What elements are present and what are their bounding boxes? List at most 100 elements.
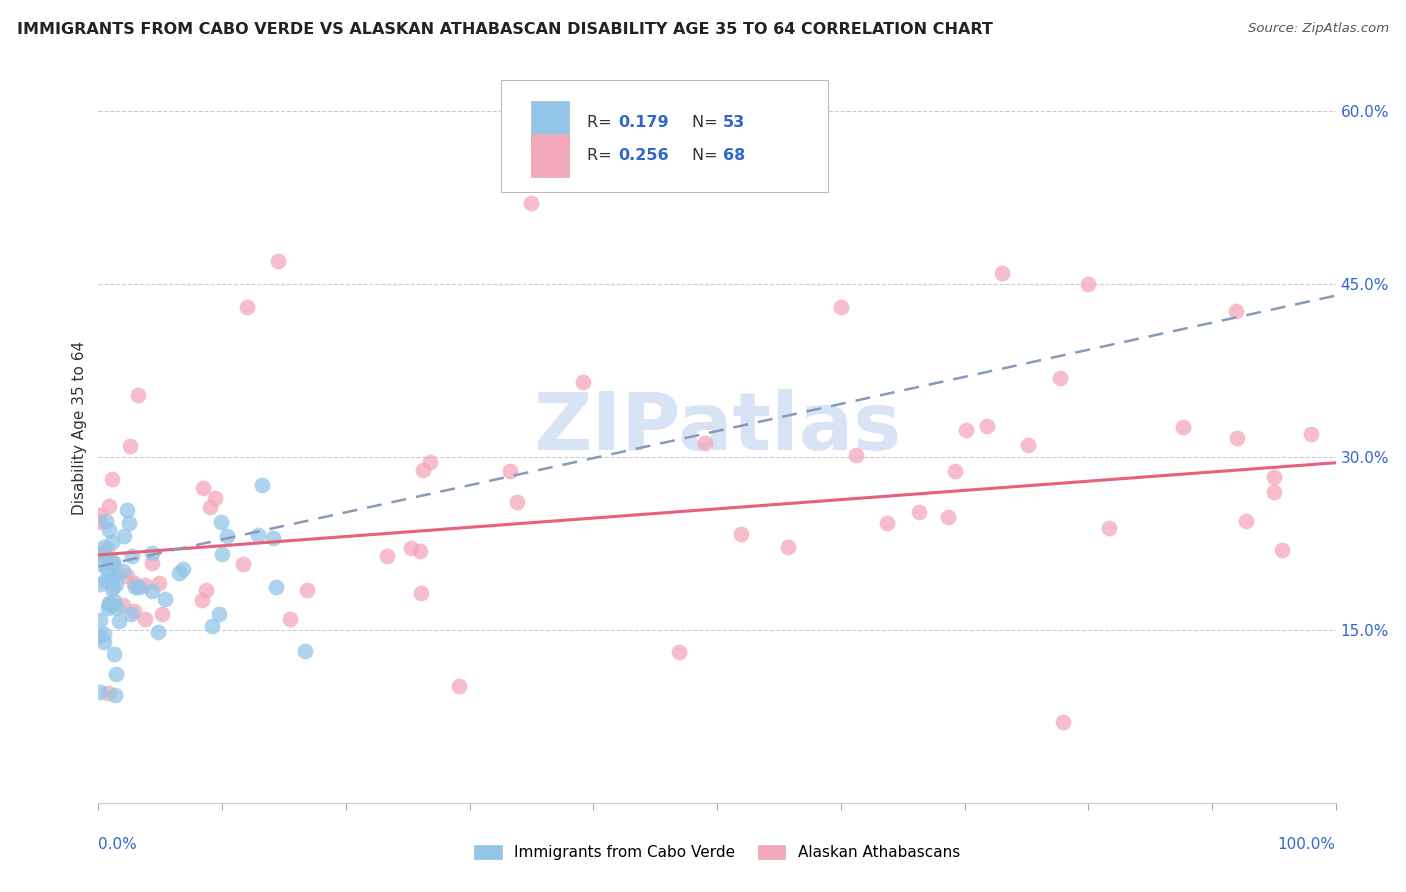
Point <box>153 592 176 607</box>
Point <box>104 576 127 591</box>
Point <box>90 557 112 571</box>
Point <box>167 566 190 581</box>
Point <box>103 647 125 661</box>
Point <box>112 529 135 543</box>
Point <box>447 679 470 693</box>
Point <box>1049 371 1071 385</box>
Point <box>124 581 146 595</box>
FancyBboxPatch shape <box>531 101 568 145</box>
Point <box>94 549 117 563</box>
Text: IMMIGRANTS FROM CABO VERDE VS ALASKAN ATHABASCAN DISABILITY AGE 35 TO 64 CORRELA: IMMIGRANTS FROM CABO VERDE VS ALASKAN AT… <box>17 22 993 37</box>
Point <box>101 582 124 596</box>
Text: 53: 53 <box>723 115 745 130</box>
Point <box>198 500 221 514</box>
Point <box>89 546 111 560</box>
Point <box>194 583 217 598</box>
Point <box>1226 431 1249 445</box>
FancyBboxPatch shape <box>501 79 828 192</box>
Point <box>134 612 156 626</box>
Point <box>201 619 224 633</box>
Point <box>100 572 122 586</box>
Text: ZIPatlas: ZIPatlas <box>533 389 901 467</box>
Point <box>134 578 156 592</box>
Point <box>141 556 163 570</box>
Point <box>103 594 125 608</box>
Point <box>117 569 139 583</box>
Point <box>1263 484 1285 499</box>
Y-axis label: Disability Age 35 to 64: Disability Age 35 to 64 <box>72 341 87 516</box>
Point <box>776 540 799 554</box>
Point <box>191 481 214 495</box>
Point <box>232 558 254 572</box>
Point <box>693 436 716 450</box>
Point <box>97 601 120 615</box>
Point <box>93 540 115 554</box>
Text: R=: R= <box>588 115 617 130</box>
Point <box>246 527 269 541</box>
Point <box>409 586 432 600</box>
Text: N=: N= <box>692 115 723 130</box>
Point <box>105 601 128 615</box>
Point <box>127 388 149 402</box>
Point <box>89 613 111 627</box>
Point <box>191 592 214 607</box>
Point <box>250 478 273 492</box>
Point <box>98 499 121 513</box>
Point <box>1263 470 1285 484</box>
Point <box>94 573 117 587</box>
Point <box>100 598 122 612</box>
Point <box>148 576 170 591</box>
Point <box>112 564 135 578</box>
Point <box>98 597 121 611</box>
Point <box>101 472 124 486</box>
Point <box>668 645 690 659</box>
Point <box>419 455 441 469</box>
Point <box>128 581 150 595</box>
Point <box>115 503 138 517</box>
Point <box>89 685 111 699</box>
Point <box>101 555 124 569</box>
Text: 100.0%: 100.0% <box>1278 837 1336 852</box>
Point <box>112 598 135 612</box>
Point <box>267 254 290 268</box>
Point <box>955 424 977 438</box>
Point <box>1271 542 1294 557</box>
Point <box>122 575 145 590</box>
Text: 0.0%: 0.0% <box>98 837 138 852</box>
Point <box>120 607 142 621</box>
Point <box>1077 277 1099 291</box>
Text: 0.179: 0.179 <box>619 115 669 130</box>
Point <box>990 266 1012 280</box>
Point <box>572 375 595 389</box>
Point <box>108 614 131 628</box>
Point <box>1299 426 1322 441</box>
Text: 68: 68 <box>723 148 745 163</box>
Point <box>209 516 232 530</box>
FancyBboxPatch shape <box>531 134 568 178</box>
Point <box>506 495 529 509</box>
Point <box>93 635 115 649</box>
Point <box>105 667 128 681</box>
Point <box>204 491 226 506</box>
Point <box>1225 303 1247 318</box>
Point <box>101 580 124 594</box>
Point <box>1017 438 1039 452</box>
Legend: Immigrants from Cabo Verde, Alaskan Athabascans: Immigrants from Cabo Verde, Alaskan Atha… <box>468 839 966 866</box>
Point <box>236 300 259 314</box>
Point <box>122 603 145 617</box>
Point <box>120 439 142 453</box>
Point <box>211 547 233 561</box>
Point <box>172 561 194 575</box>
Point <box>96 563 118 577</box>
Point <box>408 543 430 558</box>
Point <box>908 505 931 519</box>
Point <box>146 624 169 639</box>
Point <box>105 566 128 580</box>
Point <box>520 196 543 211</box>
Point <box>96 541 118 556</box>
Point <box>97 596 120 610</box>
Point <box>262 531 284 545</box>
Point <box>297 582 319 597</box>
Point <box>103 556 125 570</box>
Point <box>830 300 852 314</box>
